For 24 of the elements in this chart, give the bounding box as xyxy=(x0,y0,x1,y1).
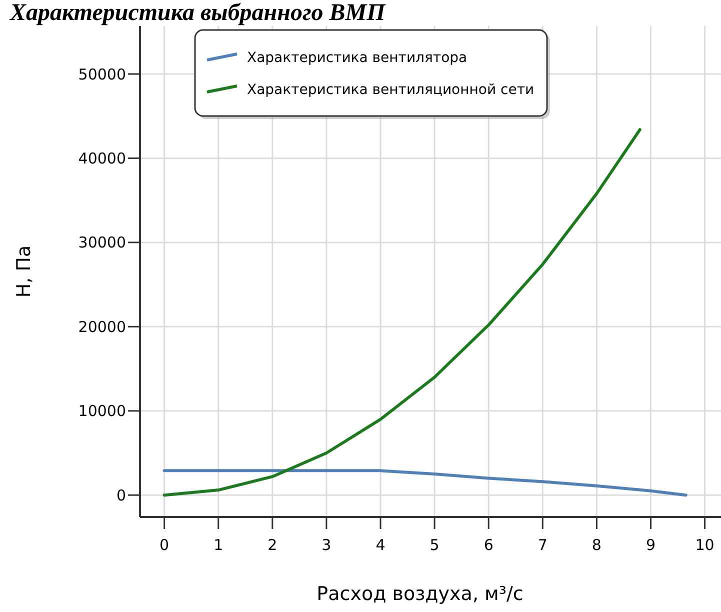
x-tick-label: 0 xyxy=(160,536,170,554)
y-tick-label: 10000 xyxy=(78,402,126,420)
y-tick-label: 0 xyxy=(116,486,126,504)
x-axis-title: Расход воздуха, м³/с xyxy=(316,583,524,605)
x-tick-label: 6 xyxy=(484,536,494,554)
x-tick-label: 10 xyxy=(695,536,714,554)
x-tick-label: 5 xyxy=(430,536,440,554)
legend-label: Характеристика вентилятора xyxy=(247,50,468,66)
y-tick-label: 40000 xyxy=(78,149,126,168)
chart-title: Характеристика выбранного ВМП xyxy=(9,0,387,26)
y-tick-label: 50000 xyxy=(78,65,126,84)
x-tick-label: 1 xyxy=(214,536,224,554)
x-tick-label: 8 xyxy=(592,536,602,554)
x-tick-label: 7 xyxy=(538,536,548,554)
y-tick-label: 20000 xyxy=(78,318,126,336)
x-tick-label: 4 xyxy=(376,536,386,554)
line-series xyxy=(162,469,688,497)
y-tick-label: 30000 xyxy=(78,234,126,252)
y-axis-title: H, Па xyxy=(13,245,35,298)
legend-label: Характеристика вентиляционной сети xyxy=(247,82,534,98)
line-series xyxy=(162,128,642,497)
x-tick-label: 3 xyxy=(322,536,332,554)
x-tick-label: 9 xyxy=(646,536,656,554)
x-tick-label: 2 xyxy=(268,536,278,554)
